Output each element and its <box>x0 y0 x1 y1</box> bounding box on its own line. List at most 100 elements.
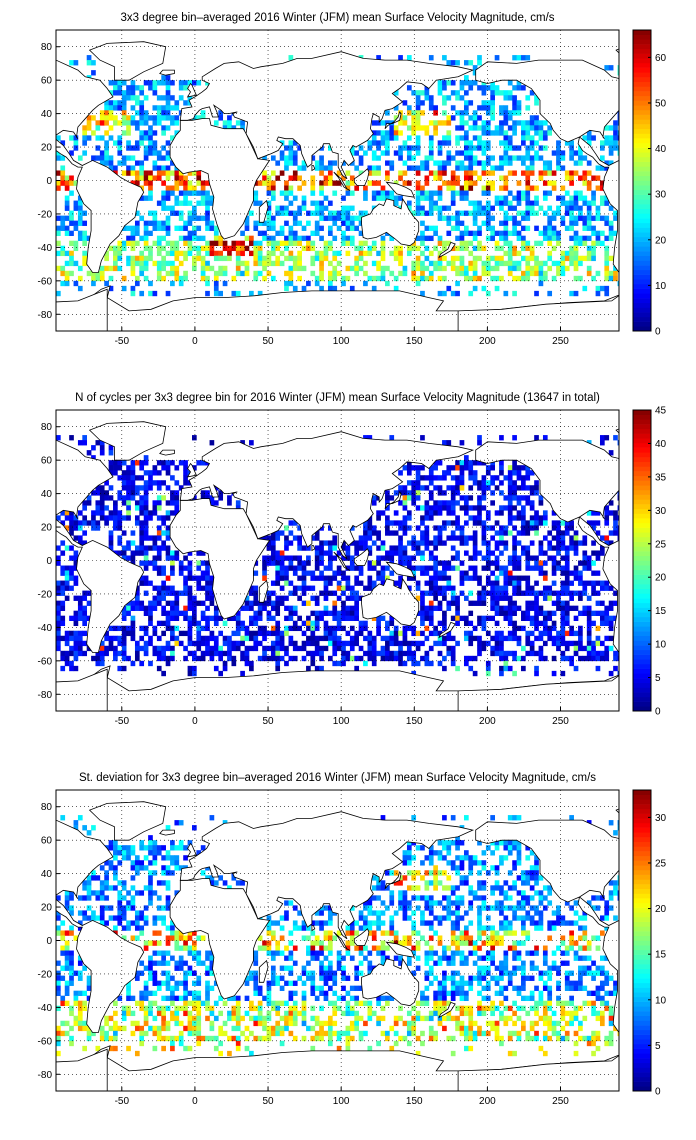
data-cell <box>613 135 618 141</box>
data-cell <box>104 145 109 151</box>
data-cell <box>196 625 202 632</box>
data-cell <box>148 230 153 236</box>
data-cell <box>406 245 412 252</box>
data-cell <box>77 605 83 611</box>
data-cell <box>604 250 610 257</box>
data-cell <box>99 640 105 647</box>
data-cell <box>459 270 465 277</box>
data-cell <box>472 855 478 861</box>
data-cell <box>472 160 478 166</box>
data-cell <box>161 865 166 871</box>
data-cell <box>270 195 276 201</box>
data-cell <box>253 645 259 652</box>
data-cell <box>542 145 548 151</box>
data-cell <box>200 245 206 252</box>
data-cell <box>437 490 443 496</box>
data-cell <box>393 490 399 496</box>
data-cell <box>86 270 92 277</box>
data-cell <box>424 880 430 886</box>
data-cell <box>490 615 495 621</box>
data-cell <box>617 145 619 151</box>
data-cell <box>608 255 614 262</box>
data-cell <box>376 120 381 126</box>
data-cell <box>266 560 272 566</box>
data-cell <box>319 665 324 672</box>
data-cell <box>424 255 430 262</box>
data-cell <box>608 140 614 146</box>
data-cell <box>490 475 495 481</box>
data-cell <box>56 585 61 591</box>
data-cell <box>121 115 127 121</box>
data-cell <box>319 205 324 211</box>
data-cell <box>512 865 517 871</box>
data-cell <box>599 580 605 586</box>
data-cell <box>569 655 574 662</box>
data-cell <box>376 555 381 561</box>
data-cell <box>69 660 74 667</box>
data-cell <box>455 265 460 272</box>
data-cell <box>455 190 460 196</box>
colorbar-segment <box>633 442 651 448</box>
data-cell <box>134 500 140 506</box>
data-cell <box>82 440 88 446</box>
data-cell <box>192 185 197 191</box>
data-cell <box>433 130 438 136</box>
data-cell <box>292 535 298 541</box>
data-cell <box>99 275 105 282</box>
data-cell <box>336 170 342 176</box>
data-cell <box>463 130 469 136</box>
data-cell <box>270 275 276 282</box>
data-cell <box>459 860 465 866</box>
data-cell <box>442 275 447 282</box>
data-cell <box>345 250 351 257</box>
data-cell <box>249 290 254 297</box>
data-cell <box>183 565 188 571</box>
data-cell <box>389 250 395 257</box>
data-cell <box>556 160 561 166</box>
data-cell <box>485 225 491 231</box>
data-cell <box>442 255 447 262</box>
data-cell <box>569 625 574 632</box>
data-cell <box>411 650 417 657</box>
colorbar-frame <box>632 29 652 332</box>
data-cell <box>156 555 162 561</box>
data-cell <box>525 225 531 231</box>
data-cell <box>60 665 66 672</box>
data-cell <box>126 140 131 146</box>
data-cell <box>503 250 509 257</box>
data-cell <box>249 665 254 672</box>
data-cell <box>437 215 443 221</box>
data-cell <box>200 115 206 121</box>
data-cell <box>385 530 390 536</box>
data-cell <box>595 635 601 642</box>
data-cell <box>108 105 114 111</box>
data-cell <box>345 190 351 196</box>
data-cell <box>507 500 513 506</box>
data-cell <box>117 850 123 856</box>
data-cell <box>424 485 430 491</box>
data-cell <box>406 855 412 861</box>
data-cell <box>91 655 96 662</box>
data-cell <box>161 855 166 861</box>
data-cell <box>534 130 539 136</box>
data-cell <box>323 175 329 181</box>
data-cell <box>170 120 175 126</box>
data-cell <box>161 115 166 121</box>
data-cell <box>174 635 180 642</box>
data-cell <box>240 245 245 252</box>
data-cell <box>586 595 592 601</box>
data-cell <box>104 160 109 166</box>
data-cell <box>205 210 210 216</box>
colorbar-segment <box>633 414 651 420</box>
data-cell <box>591 230 596 236</box>
data-cell <box>534 610 539 616</box>
data-cell <box>104 140 109 146</box>
data-cell <box>516 815 522 821</box>
data-cell <box>529 490 535 496</box>
data-cell <box>525 485 531 491</box>
data-cell <box>126 540 131 546</box>
data-cell <box>270 225 276 231</box>
data-cell <box>148 135 153 141</box>
data-cell <box>586 220 592 226</box>
data-cell <box>608 615 614 621</box>
